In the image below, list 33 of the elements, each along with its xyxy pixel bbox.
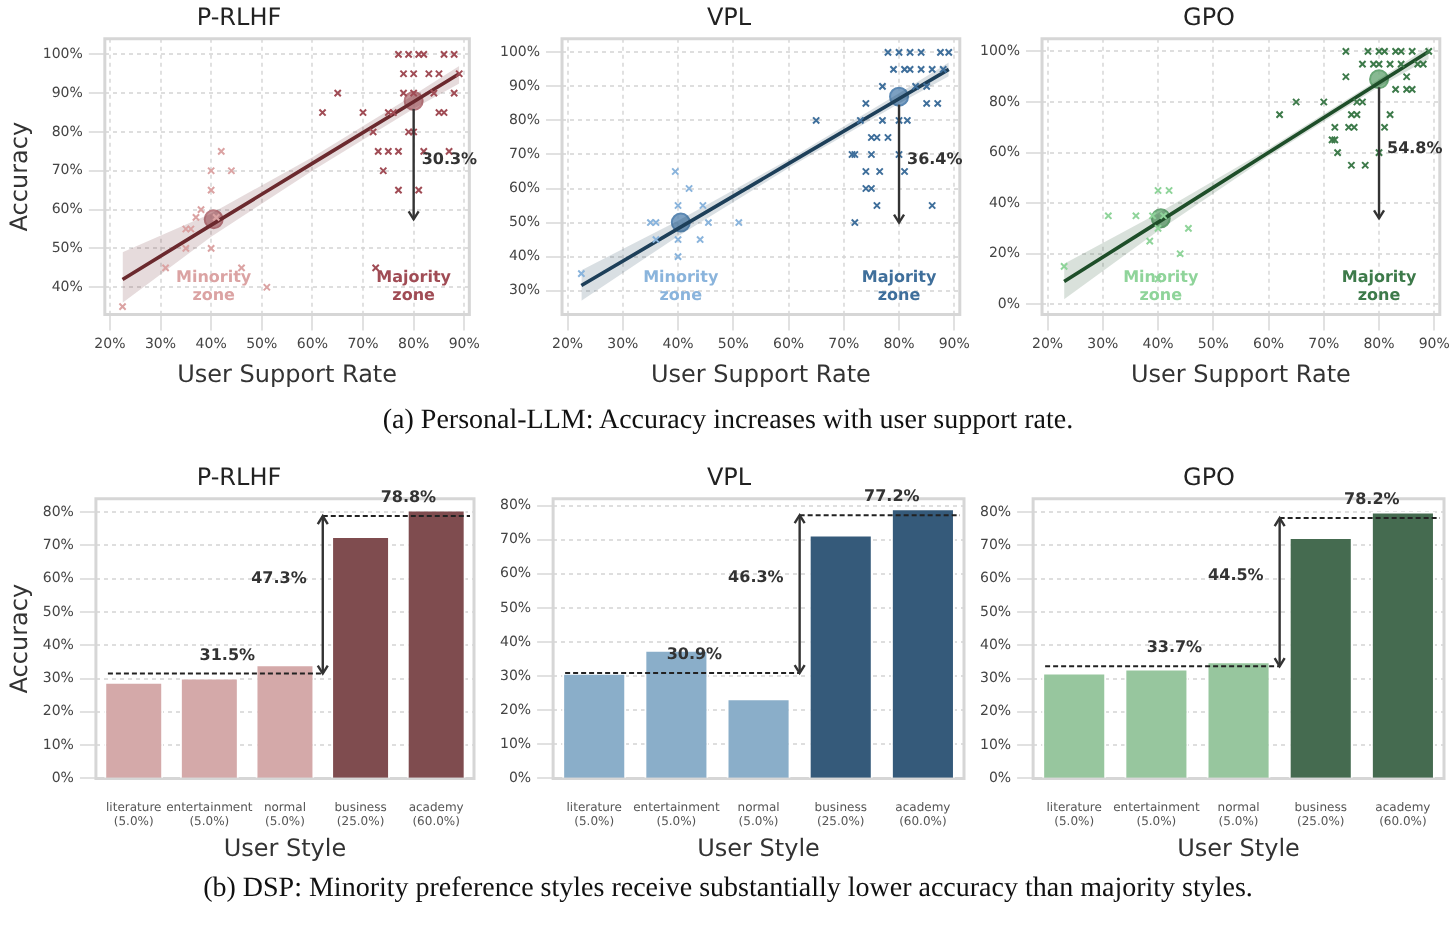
chart-title: GPO (1183, 462, 1235, 491)
annotation: Majority zone (861, 267, 938, 304)
text: (a) Personal-LLM: Accuracy increases with user support rate. (380, 406, 1076, 438)
x-axis-title: User Style (1177, 833, 1300, 862)
chart-title: VPL (706, 462, 752, 491)
annotation: 54.8% (1387, 138, 1443, 157)
annotation: Majority zone (1341, 267, 1418, 304)
ref-line-label: 78.2% (1344, 490, 1400, 509)
x-axis-title: User Support Rate (650, 359, 871, 388)
ref-line-label: 33.7% (1146, 638, 1203, 657)
ref-line-label: 31.5% (199, 645, 256, 664)
annotation: 44.5% (1208, 566, 1264, 585)
text: (b) DSP: Minority preference styles receive substantially lower accuracy than majority styles. (201, 874, 1255, 906)
annotation: 30.3% (421, 150, 478, 169)
chart-title: GPO (1183, 2, 1235, 31)
x-axis-title: User Style (697, 833, 820, 862)
y-axis-title: Accuracy (4, 121, 33, 232)
annotation: Majority zone (376, 267, 453, 304)
annotation: Minority zone (176, 267, 253, 304)
x-axis-title: User Support Rate (1130, 359, 1351, 388)
annotation: 46.3% (728, 568, 784, 587)
x-axis-title: User Style (223, 833, 347, 862)
x-axis-title: User Support Rate (177, 359, 398, 388)
chart-title: VPL (706, 2, 752, 31)
chart-title: P-RLHF (196, 2, 282, 31)
annotation: Minority zone (643, 267, 720, 304)
y-axis-title: Accuracy (4, 583, 33, 694)
ref-line-label: 77.2% (864, 487, 920, 506)
annotation: Minority zone (1123, 267, 1200, 304)
ref-line-label: 78.8% (380, 488, 437, 507)
chart-title: P-RLHF (196, 462, 282, 491)
annotation: 36.4% (907, 149, 963, 168)
annotation: 47.3% (251, 568, 307, 587)
